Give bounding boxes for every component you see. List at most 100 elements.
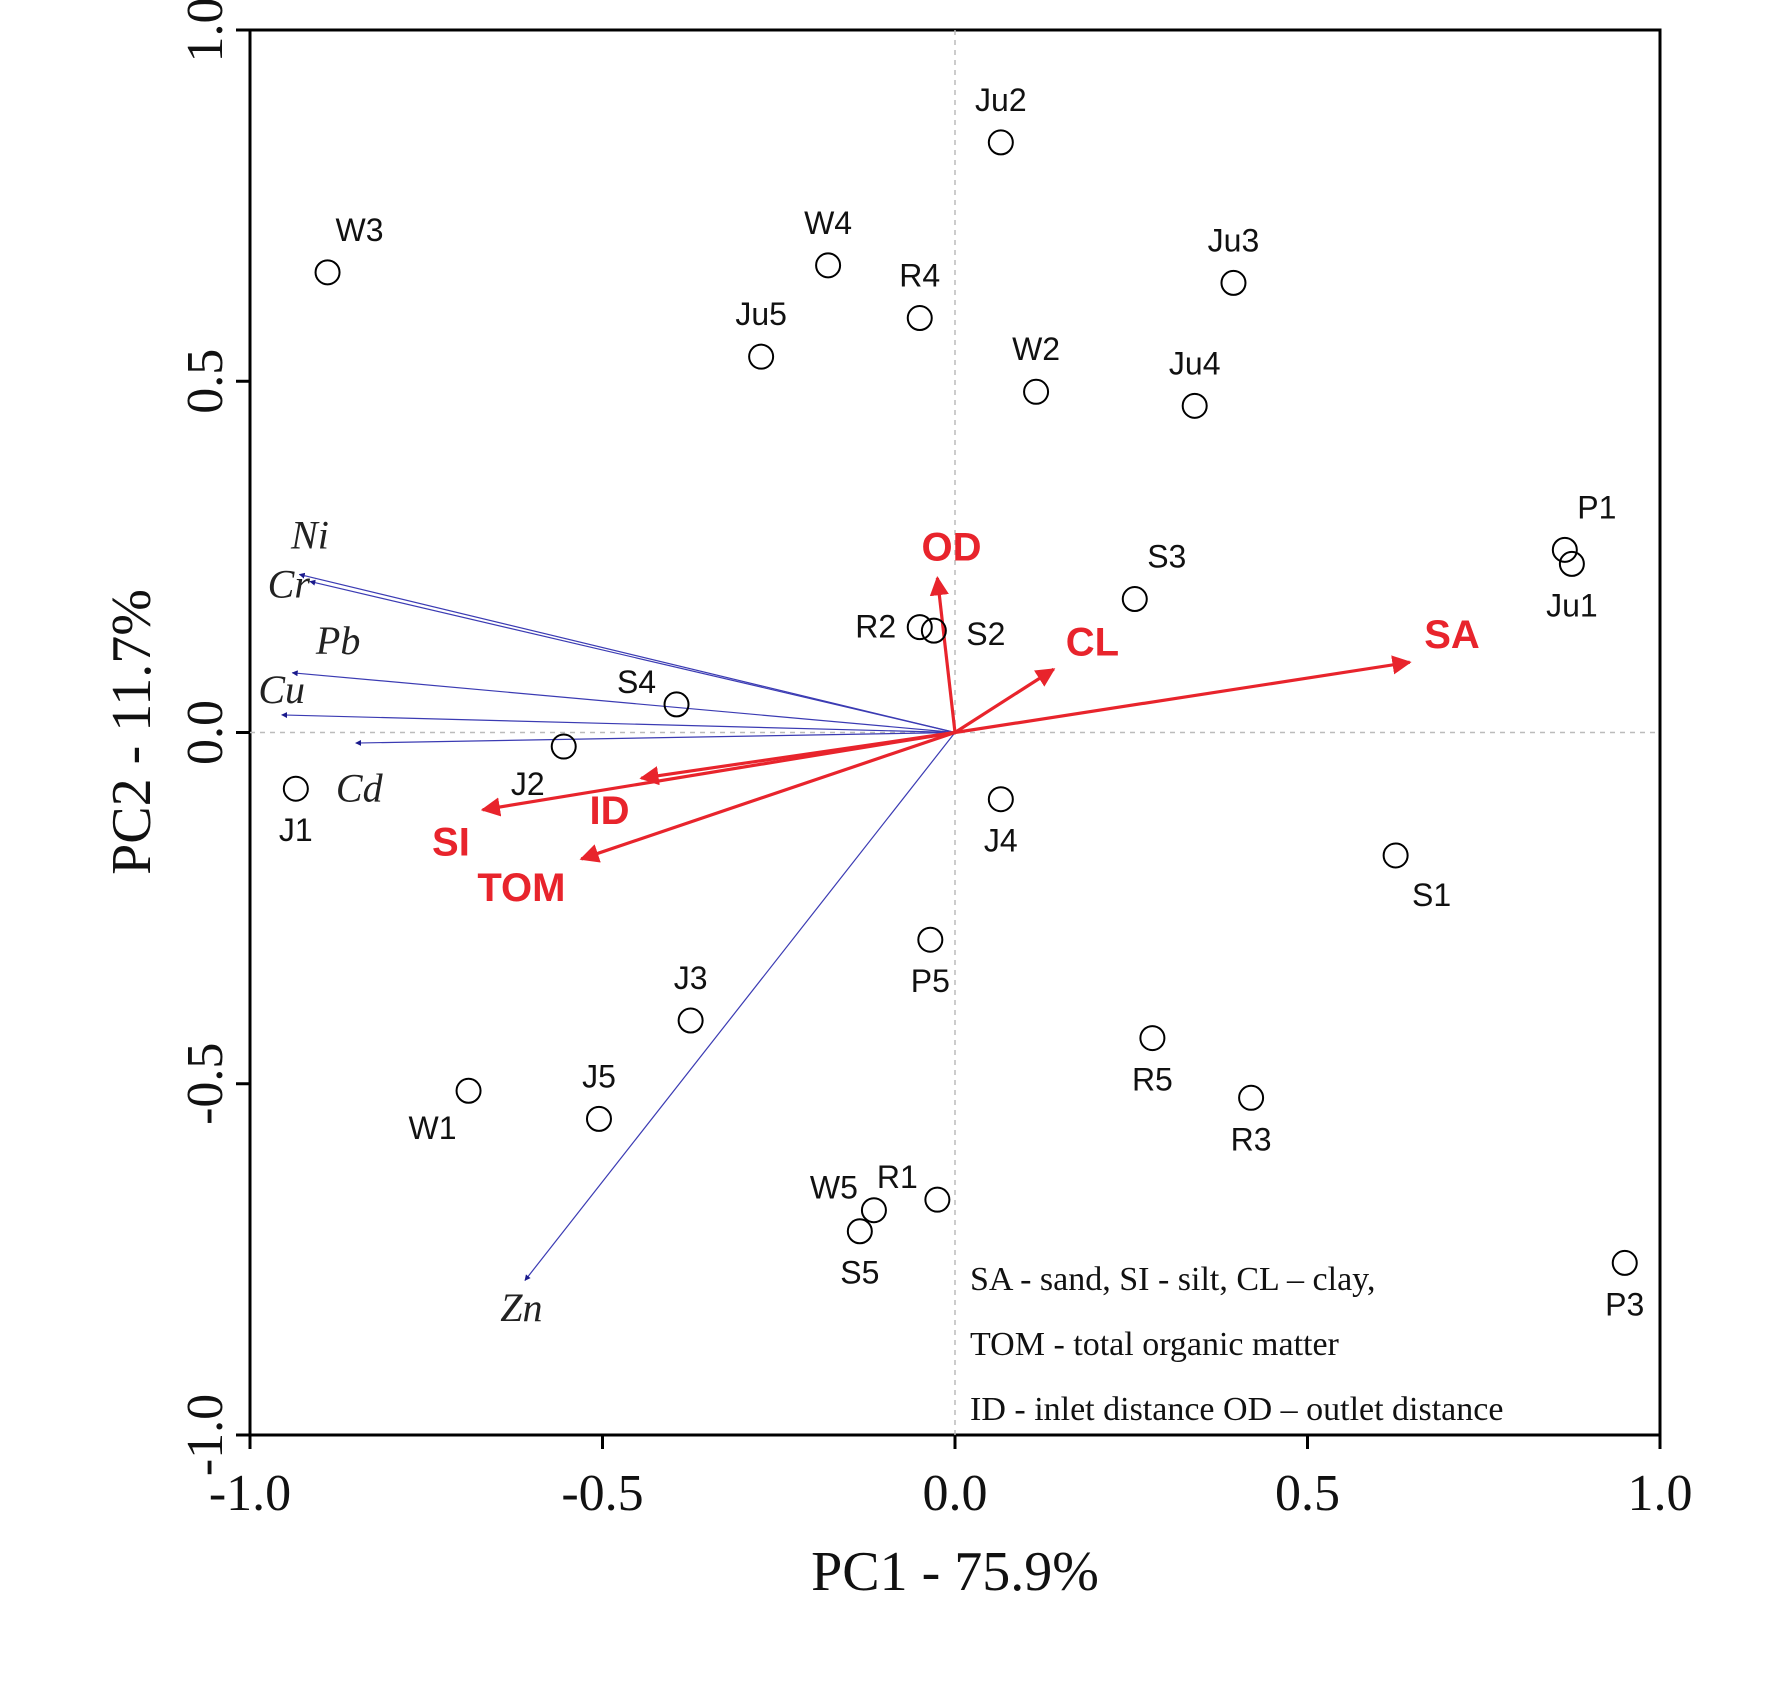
variable-label-cl: CL <box>1066 620 1119 664</box>
metal-label-zn: Zn <box>500 1285 542 1330</box>
metal-vector-zn <box>524 732 956 1281</box>
sample-point-s1 <box>1382 842 1409 869</box>
sample-point-ju5 <box>748 343 775 370</box>
sample-label-ju1: Ju1 <box>1546 587 1598 623</box>
sample-label-w1: W1 <box>409 1110 457 1146</box>
sample-point-j1 <box>282 775 309 802</box>
sample-point-j3 <box>677 1007 704 1034</box>
sample-label-s4: S4 <box>617 664 656 700</box>
sample-point-w1 <box>455 1077 482 1104</box>
sample-label-ju2: Ju2 <box>975 82 1027 118</box>
sample-label-r4: R4 <box>899 257 940 293</box>
sample-label-r2: R2 <box>855 609 896 645</box>
sample-label-j3: J3 <box>674 960 708 996</box>
variable-vector-si <box>480 730 956 817</box>
sample-point-w5 <box>860 1197 887 1224</box>
variable-label-id: ID <box>590 789 630 833</box>
sample-label-ju4: Ju4 <box>1169 345 1221 381</box>
sample-label-s5: S5 <box>840 1255 879 1291</box>
sample-label-p1: P1 <box>1577 489 1616 525</box>
sample-point-r3 <box>1238 1084 1265 1111</box>
sample-point-r5 <box>1139 1025 1166 1052</box>
sample-label-s3: S3 <box>1147 538 1186 574</box>
metal-label-cu: Cu <box>258 667 305 712</box>
sample-point-j4 <box>987 786 1014 813</box>
sample-point-w4 <box>815 252 842 279</box>
legend-line: SA - sand, SI - silt, CL – clay, <box>970 1261 1375 1298</box>
metal-vector-cu <box>281 712 956 734</box>
metal-label-cr: Cr <box>268 562 311 607</box>
sample-label-r3: R3 <box>1231 1121 1272 1157</box>
sample-point-s4 <box>663 691 690 718</box>
x-axis-ticks: -1.0 -0.5 0.0 0.5 1.0 <box>209 1435 1693 1522</box>
sample-label-p3: P3 <box>1605 1286 1644 1322</box>
sample-point-ju1 <box>1558 550 1585 577</box>
sample-point-p3 <box>1611 1249 1638 1276</box>
sample-point-j2 <box>550 733 577 760</box>
sample-label-j2: J2 <box>511 766 545 802</box>
variable-label-tom: TOM <box>477 866 565 910</box>
variable-label-sa: SA <box>1424 613 1480 657</box>
sample-point-p1 <box>1551 536 1578 563</box>
metal-label-pb: Pb <box>315 618 360 663</box>
sample-label-s2: S2 <box>966 616 1005 652</box>
y-axis-title: PC2 - 11.7% <box>101 589 163 875</box>
x-tick-label: -1.0 <box>209 1465 291 1522</box>
x-tick-label: 0.5 <box>1275 1465 1340 1522</box>
y-axis-ticks: -1.0 -0.5 0.0 0.5 1.0 <box>177 0 250 1476</box>
sample-points: Ju2 W3 W4 Ju3 R4 Ju5 W2 Ju4 P1 Ju1 S3 R2 S2 S4 J2 J1 J4 S… <box>279 82 1644 1322</box>
variable-vector-od <box>929 576 957 733</box>
legend-line: ID - inlet distance OD – outlet distance <box>970 1391 1503 1428</box>
sample-label-w5: W5 <box>810 1170 858 1206</box>
y-tick-label: -0.5 <box>177 1043 234 1125</box>
legend-line: TOM - total organic matter <box>970 1326 1340 1363</box>
y-tick-label: 0.5 <box>177 349 234 414</box>
x-tick-label: -0.5 <box>561 1465 643 1522</box>
sample-label-w3: W3 <box>336 212 384 248</box>
sample-point-r2 <box>906 614 933 641</box>
y-tick-label: 0.0 <box>177 700 234 765</box>
sample-point-r4 <box>906 305 933 332</box>
sample-point-w3 <box>314 259 341 286</box>
sample-label-s1: S1 <box>1412 877 1451 913</box>
sample-label-r1: R1 <box>877 1159 918 1195</box>
variable-label-si: SI <box>432 820 470 864</box>
sample-label-w2: W2 <box>1012 331 1060 367</box>
x-axis-title: PC1 - 75.9% <box>811 1541 1099 1603</box>
y-tick-label: 1.0 <box>177 0 234 63</box>
metal-vector-ni <box>298 572 956 734</box>
metal-label-ni: Ni <box>290 512 329 557</box>
sample-label-ju3: Ju3 <box>1208 222 1260 258</box>
x-tick-label: 0.0 <box>923 1465 988 1522</box>
metal-vector-pb <box>291 670 956 734</box>
metal-vector-cd <box>355 731 956 746</box>
sample-point-s3 <box>1121 586 1148 613</box>
variable-vector-sa <box>954 655 1412 735</box>
sample-point-ju3 <box>1220 269 1247 296</box>
sample-point-j5 <box>585 1105 612 1132</box>
variable-vector-tom <box>579 730 956 863</box>
variable-vector-cl <box>954 667 1056 734</box>
metal-vector-cr <box>309 579 956 734</box>
sample-point-ju2 <box>987 129 1014 156</box>
sample-label-w4: W4 <box>804 205 852 241</box>
x-tick-label: 1.0 <box>1628 1465 1693 1522</box>
sample-point-w2 <box>1023 378 1050 405</box>
variable-label-od: OD <box>921 525 981 569</box>
sample-label-ju5: Ju5 <box>735 296 787 332</box>
sample-label-p5: P5 <box>911 963 950 999</box>
y-tick-label: -1.0 <box>177 1394 234 1476</box>
sample-point-p5 <box>917 926 944 953</box>
sample-point-ju4 <box>1181 392 1208 419</box>
sample-label-r5: R5 <box>1132 1062 1173 1098</box>
sample-label-j4: J4 <box>984 823 1018 859</box>
sample-point-s2 <box>920 617 947 644</box>
sample-label-j1: J1 <box>279 812 313 848</box>
legend: SA - sand, SI - silt, CL – clay, TOM - t… <box>970 1261 1503 1428</box>
sample-point-s5 <box>846 1218 873 1245</box>
metal-label-cd: Cd <box>336 765 384 810</box>
sample-point-r1 <box>924 1186 951 1213</box>
